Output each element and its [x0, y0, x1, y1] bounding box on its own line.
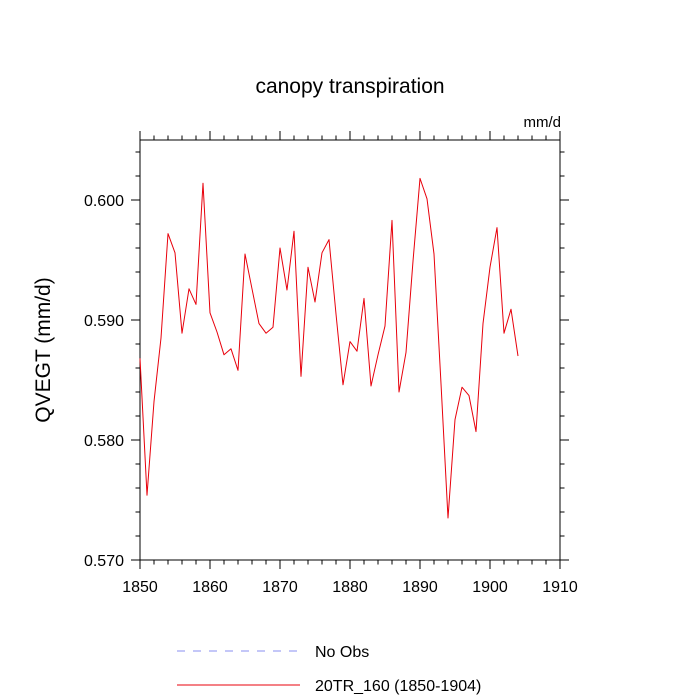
legend-label-20tr-160: 20TR_160 (1850-1904): [315, 678, 481, 695]
y-tick-label: 0.570: [84, 553, 124, 570]
y-tick-label: 0.580: [84, 433, 124, 450]
x-tick-label: 1860: [192, 579, 228, 596]
axis-tick-labels: 1850 1860 1870 1880 1890 1900 1910 0.570 0.580 0.…: [84, 193, 578, 596]
y-axis-label: QVEGT (mm/d): [32, 277, 55, 422]
x-tick-label: 1910: [542, 579, 578, 596]
x-tick-label: 1870: [262, 579, 298, 596]
series-lines: [139, 177, 519, 519]
legend-label-no-obs: No Obs: [315, 644, 369, 661]
legend: No Obs 20TR_160 (1850-1904): [177, 644, 481, 695]
series-line-20tr-160: [139, 177, 519, 519]
plot-frame: [139, 139, 561, 561]
axis-ticks: [131, 131, 569, 569]
x-tick-label: 1850: [122, 579, 158, 596]
x-tick-label: 1900: [472, 579, 508, 596]
x-tick-label: 1890: [402, 579, 438, 596]
units-label: mm/d: [524, 114, 562, 131]
y-tick-label: 0.600: [84, 193, 124, 210]
y-tick-label: 0.590: [84, 313, 124, 330]
chart-title: canopy transpiration: [255, 75, 444, 98]
x-tick-label: 1880: [332, 579, 368, 596]
